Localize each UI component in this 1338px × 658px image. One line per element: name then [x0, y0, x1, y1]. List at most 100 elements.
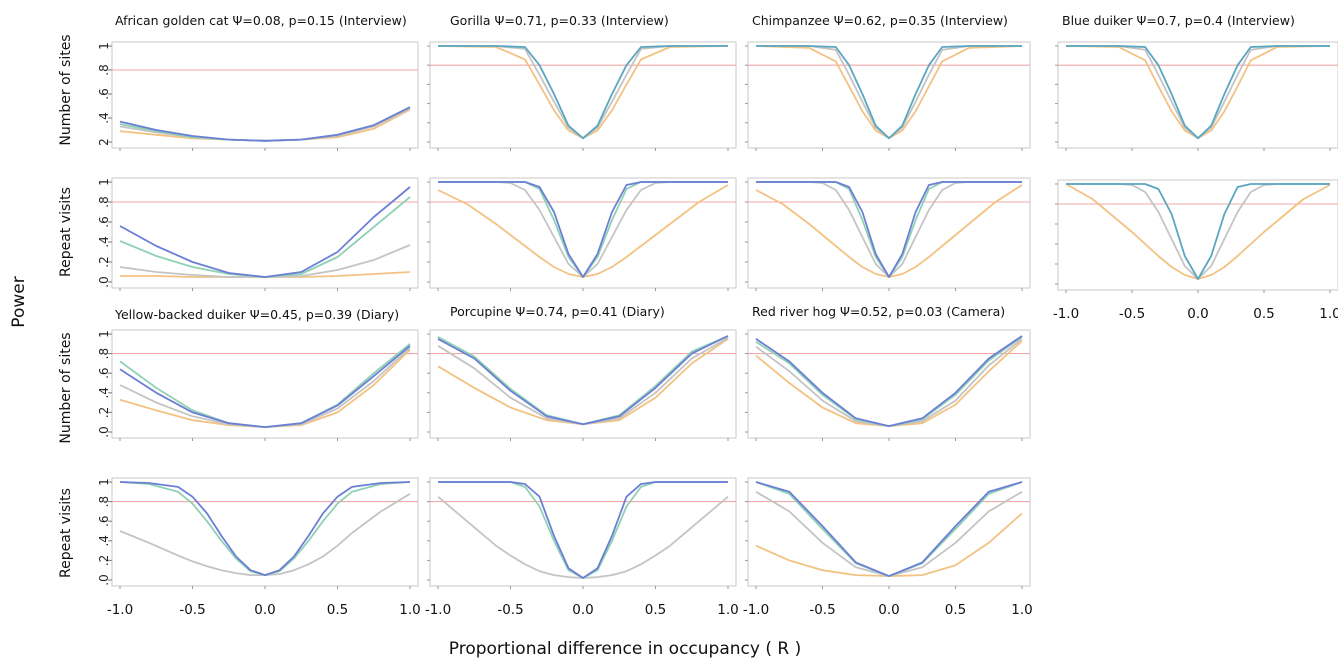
series-line-teal — [1066, 183, 1330, 280]
y-tick-label: 1 — [97, 478, 111, 486]
series-line-blue — [438, 181, 728, 278]
series-line-gray — [119, 493, 411, 576]
y-tick-label: .8 — [97, 196, 111, 207]
panel-frame — [111, 329, 419, 439]
panel-title: Blue duiker Ψ=0.7, p=0.4 (Interview) — [1062, 13, 1295, 28]
panel-13: -1.0 -0.5 0.0 0.5 1.0 — [425, 477, 739, 618]
panel-7 — [745, 177, 1031, 291]
series-line-green — [119, 196, 411, 278]
y-tick-label: .4 — [97, 236, 111, 247]
y-tick-label: 2 — [97, 138, 111, 146]
x-tick-label: 0.5 — [327, 602, 348, 618]
panels: African golden cat Ψ=0.08, p=0.15 (Inter… — [97, 13, 1338, 618]
series-line-gray — [756, 45, 1022, 140]
series-line-gray — [438, 45, 728, 140]
series-line-green — [755, 336, 1023, 428]
panel-8: -1.0 -0.5 0.0 0.5 1.0 — [1053, 179, 1338, 322]
panel-title: Red river hog Ψ=0.52, p=0.03 (Camera) — [752, 304, 1005, 319]
panel-frame — [429, 329, 737, 439]
y-tick-label: .6 — [97, 88, 111, 99]
panel-4: Blue duiker Ψ=0.7, p=0.4 (Interview) — [1055, 13, 1338, 151]
series-line-gray — [437, 496, 729, 579]
y-tick-label: .2 — [97, 256, 111, 267]
x-axis-label: Proportional difference in occupancy ( R… — [449, 639, 801, 658]
series-line-orange — [437, 338, 729, 426]
x-tick-label: 0.0 — [878, 602, 899, 618]
x-tick-label: 1.0 — [1319, 306, 1338, 322]
series-line-gray — [119, 347, 411, 429]
panel-frame — [111, 477, 419, 587]
y-tick-label: .6 — [97, 515, 111, 526]
x-tick-label: -0.5 — [497, 602, 523, 618]
series-line-orange — [437, 45, 729, 140]
series-line-teal — [756, 45, 1022, 140]
y-axis-label: Power — [9, 276, 29, 327]
y-tick-label: .4 — [97, 112, 111, 123]
panel-frame — [429, 477, 737, 587]
series-line-gray — [755, 338, 1023, 428]
y-tick-label: 1 — [97, 330, 111, 338]
panel-9: Yellow-backed duiker Ψ=0.45, p=0.39 (Dia… — [97, 307, 419, 441]
series-line-orange — [755, 512, 1023, 577]
y-tick-label: .0 — [97, 426, 111, 437]
series-line-orange — [119, 108, 411, 142]
panel-3: Chimpanzee Ψ=0.62, p=0.35 (Interview) — [745, 13, 1031, 151]
series-line-green — [438, 481, 728, 579]
x-tick-label: 1.0 — [717, 602, 738, 618]
series-line-green — [119, 481, 411, 576]
x-tick-label: 0.0 — [254, 602, 275, 618]
y-tick-label: .8 — [97, 496, 111, 507]
x-tick-label: 0.5 — [945, 602, 966, 618]
panel-frame — [1057, 41, 1338, 149]
x-tick-label: -0.5 — [1119, 306, 1145, 322]
panel-6 — [427, 177, 737, 291]
y-tick-label: .4 — [97, 535, 111, 546]
x-tick-label: 1.0 — [399, 602, 420, 618]
panel-2: Gorilla Ψ=0.71, p=0.33 (Interview) — [427, 13, 737, 151]
x-tick-label: -1.0 — [425, 602, 451, 618]
row-label-repeat-visits-2: Repeat visits — [58, 488, 74, 578]
series-line-blue — [438, 481, 728, 579]
panel-5: .0 .2 .4 .6 .8 1 — [97, 177, 419, 291]
series-line-green — [437, 335, 729, 426]
y-tick-label: .8 — [97, 348, 111, 359]
y-tick-label: .2 — [97, 555, 111, 566]
series-line-orange — [119, 349, 411, 429]
panel-frame — [747, 41, 1031, 149]
series-line-orange — [755, 45, 1023, 140]
series-line-blue — [755, 335, 1023, 428]
row-label-repeat-visits-1: Repeat visits — [58, 187, 74, 277]
y-tick-label: .2 — [97, 407, 111, 418]
x-tick-label: -1.0 — [743, 602, 769, 618]
y-tick-label: .8 — [97, 64, 111, 75]
panel-title: Yellow-backed duiker Ψ=0.45, p=0.39 (Dia… — [114, 307, 399, 322]
series-line-green — [438, 181, 728, 278]
panel-title: African golden cat Ψ=0.08, p=0.15 (Inter… — [115, 13, 407, 28]
panel-1: African golden cat Ψ=0.08, p=0.15 (Inter… — [97, 13, 419, 151]
x-tick-label: 0.0 — [572, 602, 593, 618]
series-line-blue — [119, 345, 411, 429]
y-tick-label: .4 — [97, 387, 111, 398]
y-tick-label: 1 — [97, 178, 111, 186]
series-line-blue — [755, 481, 1023, 577]
panel-12: .0 .2 .4 .6 .8 1 -1.0 -0.5 0.0 0.5 1.0 — [97, 477, 421, 618]
x-tick-label: -0.5 — [179, 602, 205, 618]
series-line-orange — [1065, 183, 1331, 280]
x-tick-label: -1.0 — [107, 602, 133, 618]
x-tick-label: 0.5 — [1253, 306, 1274, 322]
x-tick-label: 0.0 — [1187, 306, 1208, 322]
series-line-gray — [438, 181, 728, 278]
series-line-blue — [119, 186, 411, 278]
series-line-orange — [1065, 45, 1331, 140]
series-line-gray — [437, 337, 729, 426]
series-line-orange — [755, 184, 1023, 278]
panel-14: -1.0 -0.5 0.0 0.5 1.0 — [743, 477, 1033, 618]
y-tick-label: .6 — [97, 367, 111, 378]
series-line-blue — [119, 481, 411, 576]
series-line-orange — [437, 184, 729, 278]
series-line-gray — [756, 181, 1022, 278]
y-tick-label: .0 — [97, 574, 111, 585]
panel-title: Chimpanzee Ψ=0.62, p=0.35 (Interview) — [752, 13, 1008, 28]
panel-frame — [747, 177, 1031, 289]
